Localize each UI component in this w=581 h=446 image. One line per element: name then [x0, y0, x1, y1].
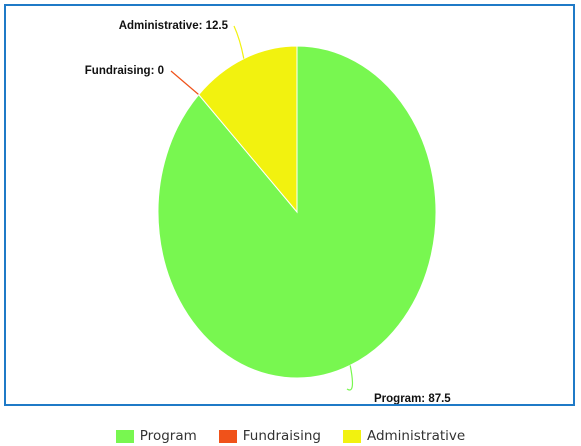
legend-swatch-program	[115, 429, 134, 443]
legend-swatch-fundraising	[218, 429, 237, 443]
connector-fundraising	[170, 70, 200, 96]
legend-item-administrative[interactable]: Administrative	[342, 428, 466, 444]
legend: Program Fundraising Administrative	[0, 426, 581, 446]
legend-swatch-administrative	[342, 429, 361, 443]
data-label-program: Program: 87.5	[374, 393, 451, 404]
legend-item-program[interactable]: Program	[115, 428, 197, 444]
connector-administrative	[233, 25, 245, 59]
legend-item-fundraising[interactable]: Fundraising	[218, 428, 321, 444]
data-label-administrative: Administrative: 12.5	[119, 20, 229, 32]
pie-chart: Program: 87.5 Fundraising: 0 Administrativ…	[85, 20, 452, 404]
legend-label-fundraising: Fundraising	[242, 428, 321, 444]
connector-program	[346, 365, 354, 391]
data-label-fundraising: Fundraising: 0	[85, 65, 164, 77]
legend-label-administrative: Administrative	[366, 428, 466, 444]
pie-slice-administrative[interactable]	[198, 45, 298, 214]
legend-label-program: Program	[139, 428, 197, 444]
chart-frame: Program: 87.5 Fundraising: 0 Administrativ…	[4, 4, 575, 406]
